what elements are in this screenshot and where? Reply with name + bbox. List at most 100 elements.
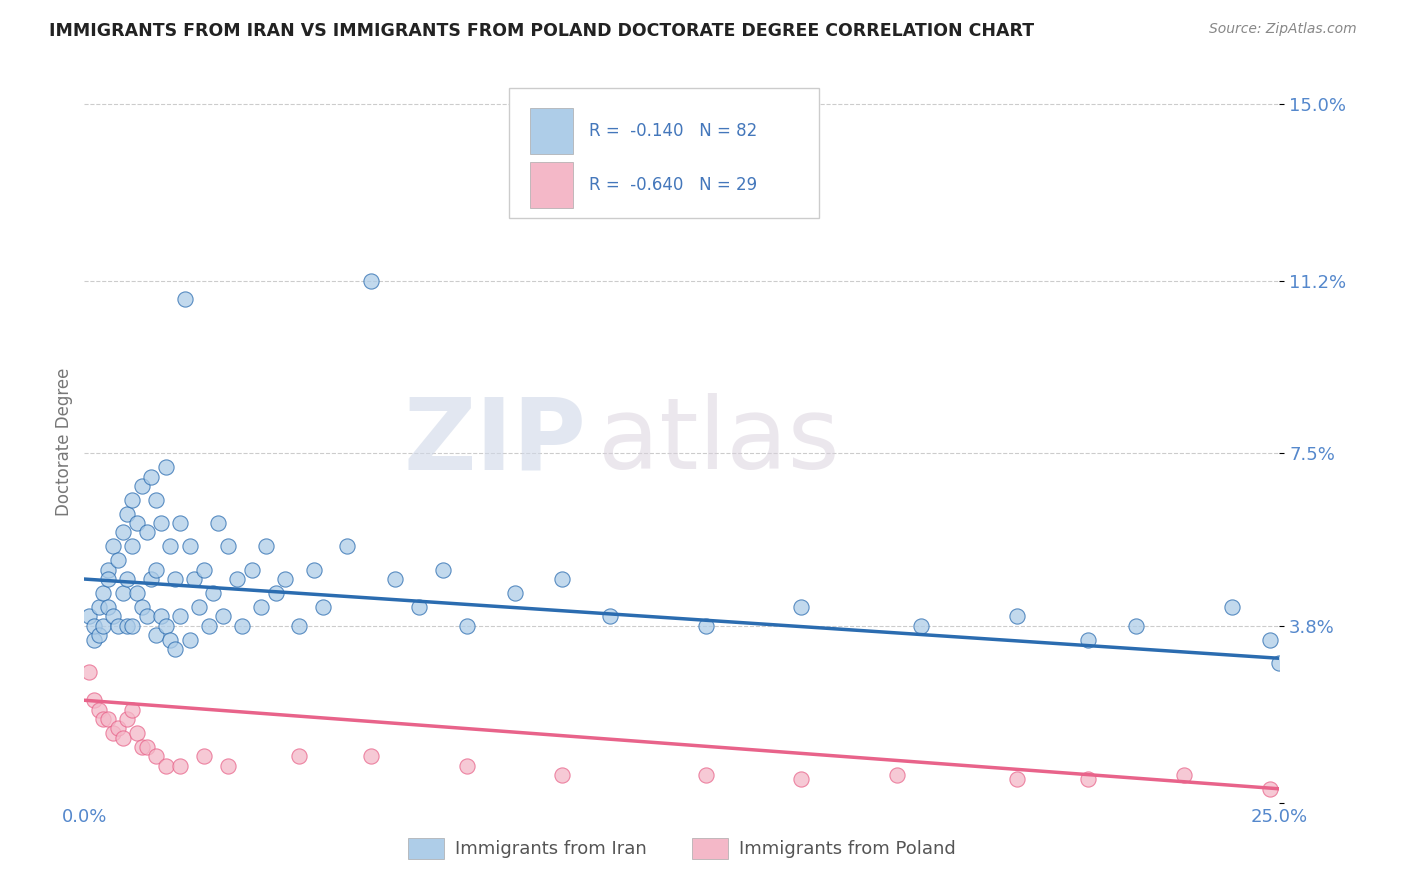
Point [141, 572, 163, 586]
Point [503, 586, 526, 600]
Point [254, 540, 277, 554]
Point [131, 739, 153, 754]
Point [111, 731, 134, 745]
Text: R =  -0.640   N = 29: R = -0.640 N = 29 [589, 176, 756, 194]
Point [599, 609, 621, 624]
Point [155, 460, 177, 475]
FancyBboxPatch shape [509, 87, 820, 218]
Point [202, 586, 225, 600]
Point [231, 618, 253, 632]
Point [1173, 768, 1195, 782]
Point [125, 516, 148, 530]
Point [111, 586, 134, 600]
Point [83, 693, 105, 707]
Point [188, 600, 211, 615]
Point [197, 618, 219, 632]
Point [149, 516, 172, 530]
Point [193, 563, 215, 577]
Point [135, 739, 157, 754]
Point [250, 600, 273, 615]
Point [790, 600, 813, 615]
Point [93, 586, 115, 600]
Point [226, 572, 249, 586]
Text: atlas: atlas [599, 393, 839, 490]
Point [107, 553, 129, 567]
Point [125, 726, 148, 740]
Point [121, 540, 143, 554]
Point [217, 540, 239, 554]
Point [695, 768, 717, 782]
Point [360, 274, 382, 288]
Point [302, 563, 325, 577]
Point [408, 600, 430, 615]
Point [274, 572, 297, 586]
Point [77, 609, 100, 624]
Point [97, 563, 120, 577]
Point [212, 609, 235, 624]
Point [87, 628, 110, 642]
Text: ZIP: ZIP [404, 393, 586, 490]
Point [1125, 618, 1147, 632]
Text: Source: ZipAtlas.com: Source: ZipAtlas.com [1209, 22, 1357, 37]
Point [336, 540, 359, 554]
Point [155, 618, 177, 632]
Point [179, 632, 201, 647]
Point [111, 525, 134, 540]
Point [360, 749, 382, 764]
Point [93, 712, 115, 726]
Point [121, 702, 143, 716]
Point [193, 749, 215, 764]
Point [83, 618, 105, 632]
Point [456, 758, 478, 772]
Text: IMMIGRANTS FROM IRAN VS IMMIGRANTS FROM POLAND DOCTORATE DEGREE CORRELATION CHAR: IMMIGRANTS FROM IRAN VS IMMIGRANTS FROM … [49, 22, 1035, 40]
Point [169, 609, 191, 624]
Point [93, 618, 115, 632]
Point [551, 572, 574, 586]
Point [173, 293, 195, 307]
FancyBboxPatch shape [530, 108, 574, 154]
Point [217, 758, 239, 772]
Point [183, 572, 205, 586]
Legend: Immigrants from Iran, Immigrants from Poland: Immigrants from Iran, Immigrants from Po… [401, 830, 963, 866]
Point [790, 772, 813, 787]
Point [131, 600, 153, 615]
Point [97, 572, 120, 586]
Point [83, 632, 105, 647]
Y-axis label: Doctorate Degree: Doctorate Degree [55, 368, 73, 516]
Point [121, 492, 143, 507]
Point [117, 618, 139, 632]
Point [121, 618, 143, 632]
Point [312, 600, 335, 615]
Point [240, 563, 263, 577]
Point [1220, 600, 1243, 615]
Point [1258, 632, 1281, 647]
Point [551, 768, 574, 782]
Point [910, 618, 932, 632]
Point [1077, 772, 1099, 787]
FancyBboxPatch shape [530, 162, 574, 208]
Point [145, 563, 167, 577]
Point [264, 586, 287, 600]
Point [131, 479, 153, 493]
Point [159, 540, 181, 554]
Point [101, 609, 124, 624]
Point [456, 618, 478, 632]
Point [101, 540, 124, 554]
Point [135, 525, 157, 540]
Point [1005, 772, 1028, 787]
Point [169, 516, 191, 530]
Point [97, 600, 120, 615]
Point [77, 665, 100, 680]
Point [695, 618, 717, 632]
Text: R =  -0.140   N = 82: R = -0.140 N = 82 [589, 122, 756, 140]
Point [1268, 656, 1291, 670]
Point [141, 469, 163, 483]
Point [145, 628, 167, 642]
Point [1077, 632, 1099, 647]
Point [432, 563, 454, 577]
Point [107, 618, 129, 632]
Point [159, 632, 181, 647]
Point [87, 600, 110, 615]
Point [169, 758, 191, 772]
Point [117, 572, 139, 586]
